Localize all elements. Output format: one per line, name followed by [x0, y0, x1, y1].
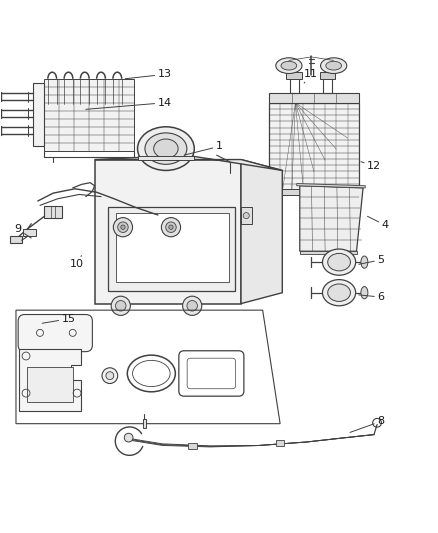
Bar [44, 206, 62, 219]
Circle shape [113, 217, 133, 237]
Circle shape [106, 372, 114, 379]
FancyBboxPatch shape [18, 314, 92, 352]
Ellipse shape [154, 139, 178, 158]
Bar [269, 195, 279, 200]
Text: 1: 1 [184, 141, 223, 155]
Ellipse shape [145, 133, 187, 164]
Bar [22, 229, 35, 236]
Ellipse shape [361, 256, 368, 268]
Polygon shape [95, 155, 283, 171]
Circle shape [187, 301, 198, 311]
Circle shape [118, 222, 128, 232]
Bar [269, 103, 359, 190]
Bar [138, 156, 194, 159]
Bar [276, 440, 285, 446]
Text: 11: 11 [304, 69, 318, 83]
Ellipse shape [321, 58, 347, 74]
Bar [320, 72, 335, 79]
Circle shape [124, 433, 133, 442]
Circle shape [121, 225, 125, 229]
Text: 6: 6 [359, 292, 384, 302]
Bar [269, 93, 359, 103]
Polygon shape [241, 159, 283, 304]
Text: 9: 9 [14, 224, 31, 238]
Ellipse shape [138, 127, 194, 171]
Circle shape [111, 296, 131, 316]
Text: 13: 13 [125, 69, 171, 79]
Ellipse shape [281, 61, 297, 70]
Text: 8: 8 [350, 416, 384, 432]
Circle shape [102, 368, 118, 384]
Circle shape [183, 296, 202, 316]
Ellipse shape [326, 61, 342, 70]
Polygon shape [300, 185, 363, 251]
Text: 10: 10 [70, 256, 84, 269]
Bar [188, 443, 197, 449]
Bar [95, 159, 241, 304]
Text: 5: 5 [359, 255, 384, 265]
Bar [27, 367, 73, 402]
Bar [44, 79, 134, 151]
Bar [33, 83, 44, 147]
Bar [241, 207, 252, 224]
Polygon shape [19, 350, 81, 410]
Polygon shape [297, 183, 365, 188]
Ellipse shape [322, 249, 356, 275]
Circle shape [161, 217, 180, 237]
Ellipse shape [322, 280, 356, 306]
Text: 14: 14 [86, 98, 172, 109]
Polygon shape [300, 251, 357, 254]
Circle shape [243, 213, 249, 219]
Ellipse shape [328, 253, 350, 271]
Text: 4: 4 [367, 216, 389, 230]
Bar [350, 195, 360, 200]
Bar [266, 189, 362, 195]
Circle shape [169, 225, 173, 229]
Bar [117, 213, 229, 282]
Ellipse shape [361, 287, 368, 299]
Text: 12: 12 [361, 161, 381, 171]
Bar [108, 207, 235, 290]
Circle shape [116, 301, 126, 311]
Ellipse shape [276, 58, 302, 74]
Bar [11, 236, 21, 244]
Ellipse shape [328, 284, 350, 302]
Circle shape [166, 222, 176, 232]
Bar [286, 72, 302, 79]
Text: 15: 15 [42, 314, 75, 324]
Bar [143, 419, 146, 428]
